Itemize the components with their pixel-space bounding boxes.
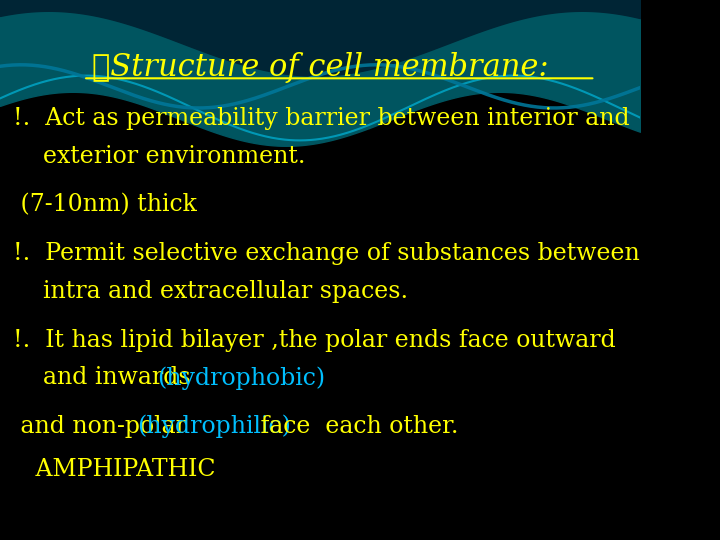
Text: (hydrophobic): (hydrophobic) bbox=[157, 366, 325, 390]
Text: ☐Structure of cell membrane:: ☐Structure of cell membrane: bbox=[91, 52, 549, 83]
Text: !.  Permit selective exchange of substances between: !. Permit selective exchange of substanc… bbox=[13, 242, 639, 265]
Text: !.  It has lipid bilayer ,the polar ends face outward: !. It has lipid bilayer ,the polar ends … bbox=[13, 329, 616, 352]
Text: (hydrophilic): (hydrophilic) bbox=[138, 415, 292, 438]
Text: and inwards: and inwards bbox=[13, 367, 198, 389]
Text: intra and extracellular spaces.: intra and extracellular spaces. bbox=[13, 280, 408, 303]
Text: AMPHIPATHIC: AMPHIPATHIC bbox=[13, 458, 215, 481]
Text: and non-polar: and non-polar bbox=[13, 415, 194, 438]
Text: exterior environment.: exterior environment. bbox=[13, 145, 305, 168]
Text: face  each other.: face each other. bbox=[253, 415, 459, 438]
Text: (7-10nm) thick: (7-10nm) thick bbox=[13, 194, 197, 217]
Text: !.  Act as permeability barrier between interior and: !. Act as permeability barrier between i… bbox=[13, 107, 629, 130]
